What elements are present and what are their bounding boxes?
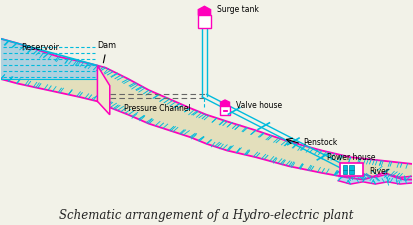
Text: Penstock: Penstock (303, 138, 337, 147)
Polygon shape (1, 39, 97, 79)
Bar (343, 170, 347, 174)
Text: Pressure Channel: Pressure Channel (124, 104, 191, 113)
Bar (343, 166, 347, 169)
Polygon shape (97, 65, 110, 115)
Text: Valve house: Valve house (236, 101, 282, 110)
Bar (340, 163, 363, 176)
Text: Reservoir: Reservoir (21, 43, 59, 52)
Polygon shape (198, 6, 211, 15)
Bar (349, 166, 354, 169)
Bar (223, 110, 227, 111)
Text: Power house: Power house (328, 153, 376, 162)
Text: Surge tank: Surge tank (217, 5, 259, 14)
Text: Dam: Dam (97, 41, 116, 50)
Polygon shape (221, 100, 230, 106)
Bar (198, 15, 211, 27)
Text: River: River (369, 167, 389, 176)
Text: Schematic arrangement of a Hydro-electric plant: Schematic arrangement of a Hydro-electri… (59, 209, 354, 222)
Bar (221, 106, 230, 115)
Polygon shape (1, 39, 412, 180)
Polygon shape (338, 172, 412, 184)
Bar (349, 170, 354, 174)
